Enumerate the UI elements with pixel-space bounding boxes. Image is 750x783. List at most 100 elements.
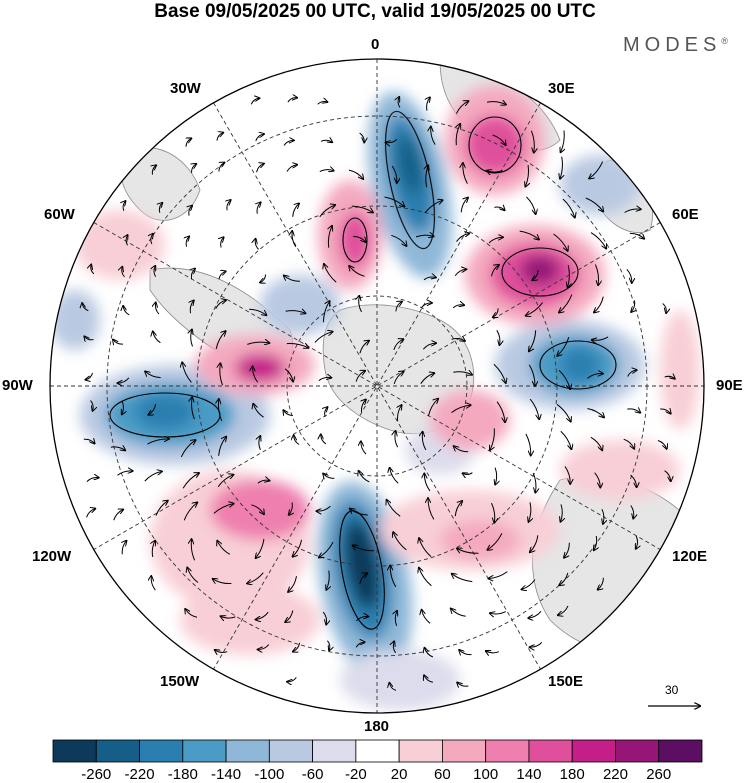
wind-arrow [349,266,365,277]
wind-arrow [529,330,537,351]
wind-arrow [359,296,362,313]
wind-arrow [530,130,534,153]
wind-arrow [425,648,434,658]
wind-arrow [558,605,569,615]
wind-arrow [218,437,227,456]
wind-arrow [122,541,126,555]
wind-arrow [185,609,198,618]
wind-arrow [189,206,192,216]
wind-arrow [256,611,269,619]
wind-arrow [598,577,604,590]
wind-arrow [322,611,326,624]
wind-arrow [191,330,193,347]
colorbar-swatch [485,739,530,763]
wind-arrow [221,237,224,248]
colorbar-swatch [355,739,400,763]
wind-arrow [253,404,264,418]
wind-arrow [660,409,671,414]
colorbar-swatch [658,739,703,763]
wind-arrow [326,570,329,590]
lon-label-90w: 90W [2,377,33,394]
lon-label-0: 0 [371,36,380,53]
wind-arrow [250,98,259,105]
wind-arrow [180,440,195,458]
wind-arrow [325,407,328,418]
wind-arrow [431,127,436,145]
wind-arrow [561,130,565,152]
wind-arrow [355,371,365,382]
wind-arrow [428,399,439,417]
wind-arrow [424,675,433,683]
wind-arrow [490,428,494,450]
colorbar-tick-label: 180 [559,766,585,783]
wind-arrow [213,579,232,585]
wind-arrow [283,410,293,415]
wind-arrow [187,568,199,583]
colorbar [52,739,703,763]
wind-arrow [419,568,432,587]
wind-arrow [393,641,397,654]
wind-arrow [560,156,562,179]
wind-arrow [287,98,297,103]
wind-arrow [395,611,397,626]
wind-arrow [359,471,370,483]
wind-arrow [159,203,162,213]
colorbar-tick-label: -220 [124,766,155,783]
wind-arrow [318,377,331,382]
wind-arrow [626,268,632,283]
wind-arrow [453,372,472,375]
wind-arrow [126,235,128,246]
wind-arrow [145,371,161,379]
wind-arrow [459,650,472,655]
wind-arrow [215,300,226,309]
reference-vector-label: 30 [665,683,679,697]
wind-arrow [395,431,399,448]
wind-arrow [256,164,264,173]
wind-arrow [561,504,563,521]
wind-arrow [183,503,197,521]
wind-arrow [83,439,95,443]
wind-arrow [463,163,468,184]
wind-arrow [256,538,265,558]
wind-arrow [182,362,192,383]
wind-arrow [454,446,469,453]
wind-arrow [489,571,508,579]
wind-arrow [151,576,156,591]
wind-arrow [353,235,366,242]
wind-arrow [564,542,570,558]
wind-arrow [496,330,500,345]
wind-arrow [253,366,259,383]
wind-arrow [350,509,368,516]
wind-arrow [390,468,399,484]
wind-arrow [590,232,606,249]
wind-arrow [630,474,637,487]
wind-arrow [556,403,571,421]
wind-arrow [288,576,297,592]
wind-arrow [623,438,635,449]
wind-arrow [82,303,89,312]
lon-label-60e: 60E [672,206,699,223]
wind-arrow [495,467,497,485]
wind-arrow [192,397,195,420]
wind-arrow [217,475,233,487]
wind-arrow [123,306,130,316]
colorbar-swatch [139,739,184,763]
wind-arrow [522,579,536,590]
wind-arrow [293,642,301,652]
lon-label-90e: 90E [716,377,743,394]
wind-arrow [427,97,430,111]
wind-arrow [424,200,443,214]
wind-arrow [123,201,125,211]
wind-arrow [662,303,667,314]
wind-arrow [451,609,466,617]
wind-arrow [283,140,294,146]
anomaly-field [50,85,700,710]
wind-arrow [496,401,505,423]
wind-arrow [463,472,473,475]
wind-arrow [285,311,306,314]
wind-arrow [460,198,468,213]
colorbar-tick-label: 60 [434,766,451,783]
colorbar-swatch [182,739,227,763]
wind-arrow [289,502,293,515]
wind-arrow [284,276,300,282]
